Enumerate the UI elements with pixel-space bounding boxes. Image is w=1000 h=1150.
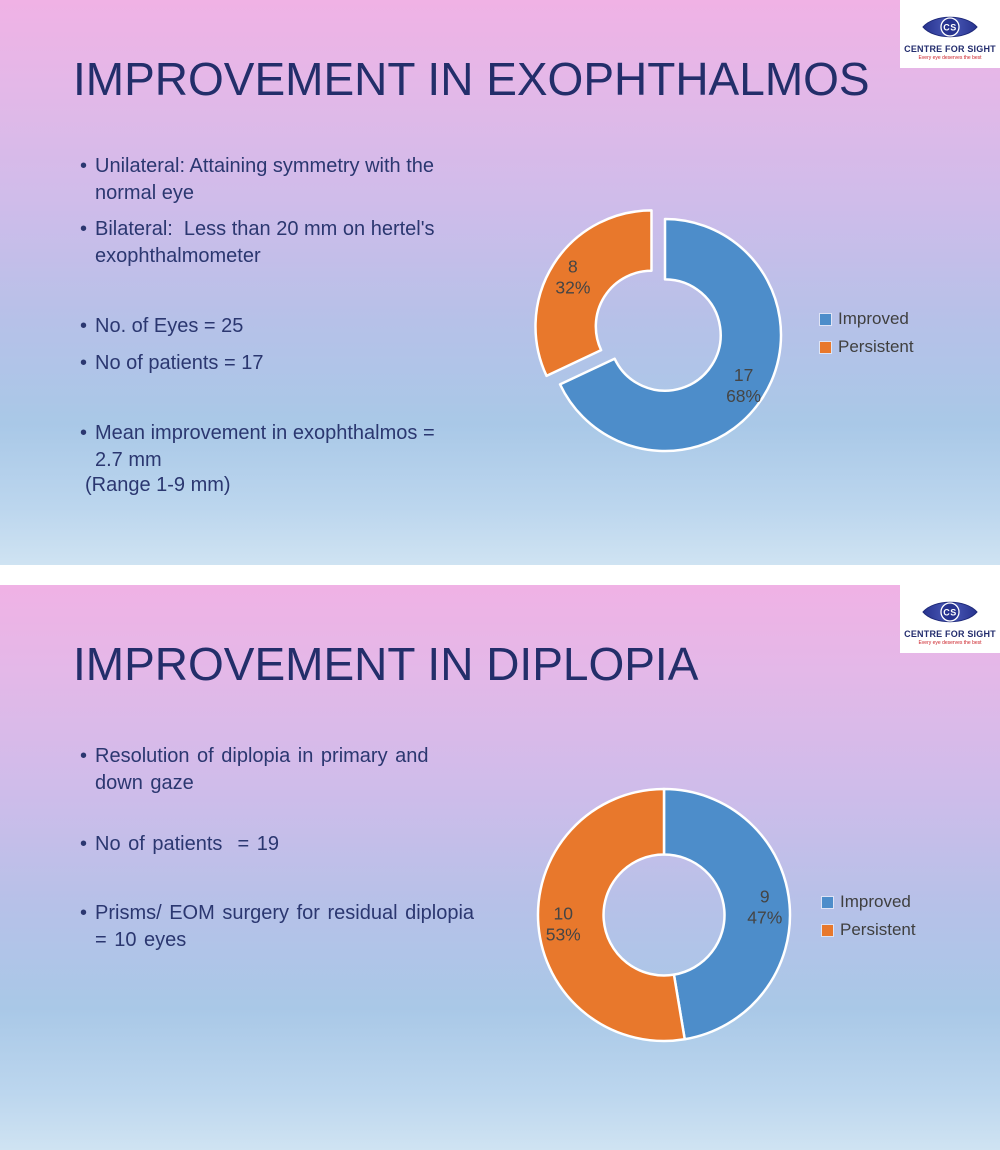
bullet-item: Unilateral: Attaining symmetry with the … bbox=[75, 153, 525, 207]
bullet-text: Mean improvement in exophthalmos = 2.7 m… bbox=[95, 422, 435, 471]
slide-title: IMPROVEMENT IN DIPLOPIA bbox=[73, 638, 699, 690]
eye-logo-icon: CS bbox=[922, 16, 978, 37]
donut-chart-exophthalmos: 17 68% 8 32% bbox=[534, 209, 783, 453]
legend-swatch-improved bbox=[820, 313, 831, 325]
legend-swatch-improved bbox=[822, 896, 833, 908]
bullet-text: No of patients = 17 bbox=[95, 352, 264, 374]
slice-data-label: 10 53% bbox=[546, 903, 581, 944]
bullet-item: Resolution of diplopia in primary and do… bbox=[75, 743, 525, 797]
logo-monogram: CS bbox=[943, 22, 957, 32]
bullet-text: No. of Eyes = 25 bbox=[95, 315, 244, 337]
legend-label: Improved bbox=[838, 309, 909, 328]
donut-slice-persistent bbox=[536, 787, 686, 1043]
legend-label: Improved bbox=[840, 892, 911, 911]
bullet-item: Mean improvement in exophthalmos = 2.7 m… bbox=[75, 420, 525, 474]
legend-swatch-persistent bbox=[822, 924, 833, 936]
legend-item-improved: Improved bbox=[820, 305, 914, 333]
legend-swatch-persistent bbox=[820, 341, 831, 353]
range-note: (Range 1-9 mm) bbox=[85, 474, 231, 496]
legend-label: Persistent bbox=[838, 337, 914, 356]
chart-legend: Improved Persistent bbox=[822, 888, 916, 944]
bullet-text: Prisms/ EOM surgery for residual diplopi… bbox=[95, 902, 475, 951]
slice-data-label: 17 68% bbox=[726, 365, 761, 406]
logo-tagline: Every eye deserves the best bbox=[918, 639, 982, 646]
bullet-text: Resolution of diplopia in primary and do… bbox=[95, 745, 429, 794]
chart-legend: Improved Persistent bbox=[820, 305, 914, 361]
bullet-text: Unilateral: Attaining symmetry with the … bbox=[95, 155, 435, 204]
logo-name: CENTRE FOR SIGHT bbox=[904, 43, 996, 54]
slide-diplopia: CS CENTRE FOR SIGHT Every eye deserves t… bbox=[0, 585, 1000, 1150]
logo-name: CENTRE FOR SIGHT bbox=[904, 628, 996, 639]
slice-data-label: 8 32% bbox=[555, 257, 590, 298]
donut-slice-improved bbox=[662, 787, 792, 1041]
donut-slice-persistent bbox=[534, 209, 653, 378]
centre-for-sight-logo: CS CENTRE FOR SIGHT Every eye deserves t… bbox=[900, 0, 1000, 68]
bullet-item: No. of Eyes = 25 bbox=[75, 313, 525, 340]
legend-label: Persistent bbox=[840, 920, 916, 939]
bullet-item: No of patients = 19 bbox=[75, 831, 525, 858]
bullet-item: Bilateral: Less than 20 mm on hertel's e… bbox=[75, 216, 525, 270]
slice-data-label: 9 47% bbox=[747, 887, 782, 928]
bullet-text: Bilateral: Less than 20 mm on hertel's e… bbox=[95, 218, 435, 267]
logo-monogram: CS bbox=[943, 607, 957, 617]
legend-item-persistent: Persistent bbox=[820, 333, 914, 361]
donut-chart-diplopia: 9 47% 10 53% bbox=[536, 787, 792, 1043]
eye-logo-icon: CS bbox=[922, 601, 978, 622]
bullet-item: No of patients = 17 bbox=[75, 350, 525, 377]
centre-for-sight-logo: CS CENTRE FOR SIGHT Every eye deserves t… bbox=[900, 585, 1000, 653]
slide-title: IMPROVEMENT IN EXOPHTHALMOS bbox=[73, 53, 870, 105]
bullet-text: No of patients = 19 bbox=[95, 833, 280, 855]
legend-item-persistent: Persistent bbox=[822, 916, 916, 944]
logo-tagline: Every eye deserves the best bbox=[918, 54, 982, 61]
bullet-item: Prisms/ EOM surgery for residual diplopi… bbox=[75, 900, 525, 954]
donut-slice-improved bbox=[558, 217, 783, 453]
slide-exophthalmos: CS CENTRE FOR SIGHT Every eye deserves t… bbox=[0, 0, 1000, 565]
legend-item-improved: Improved bbox=[822, 888, 916, 916]
